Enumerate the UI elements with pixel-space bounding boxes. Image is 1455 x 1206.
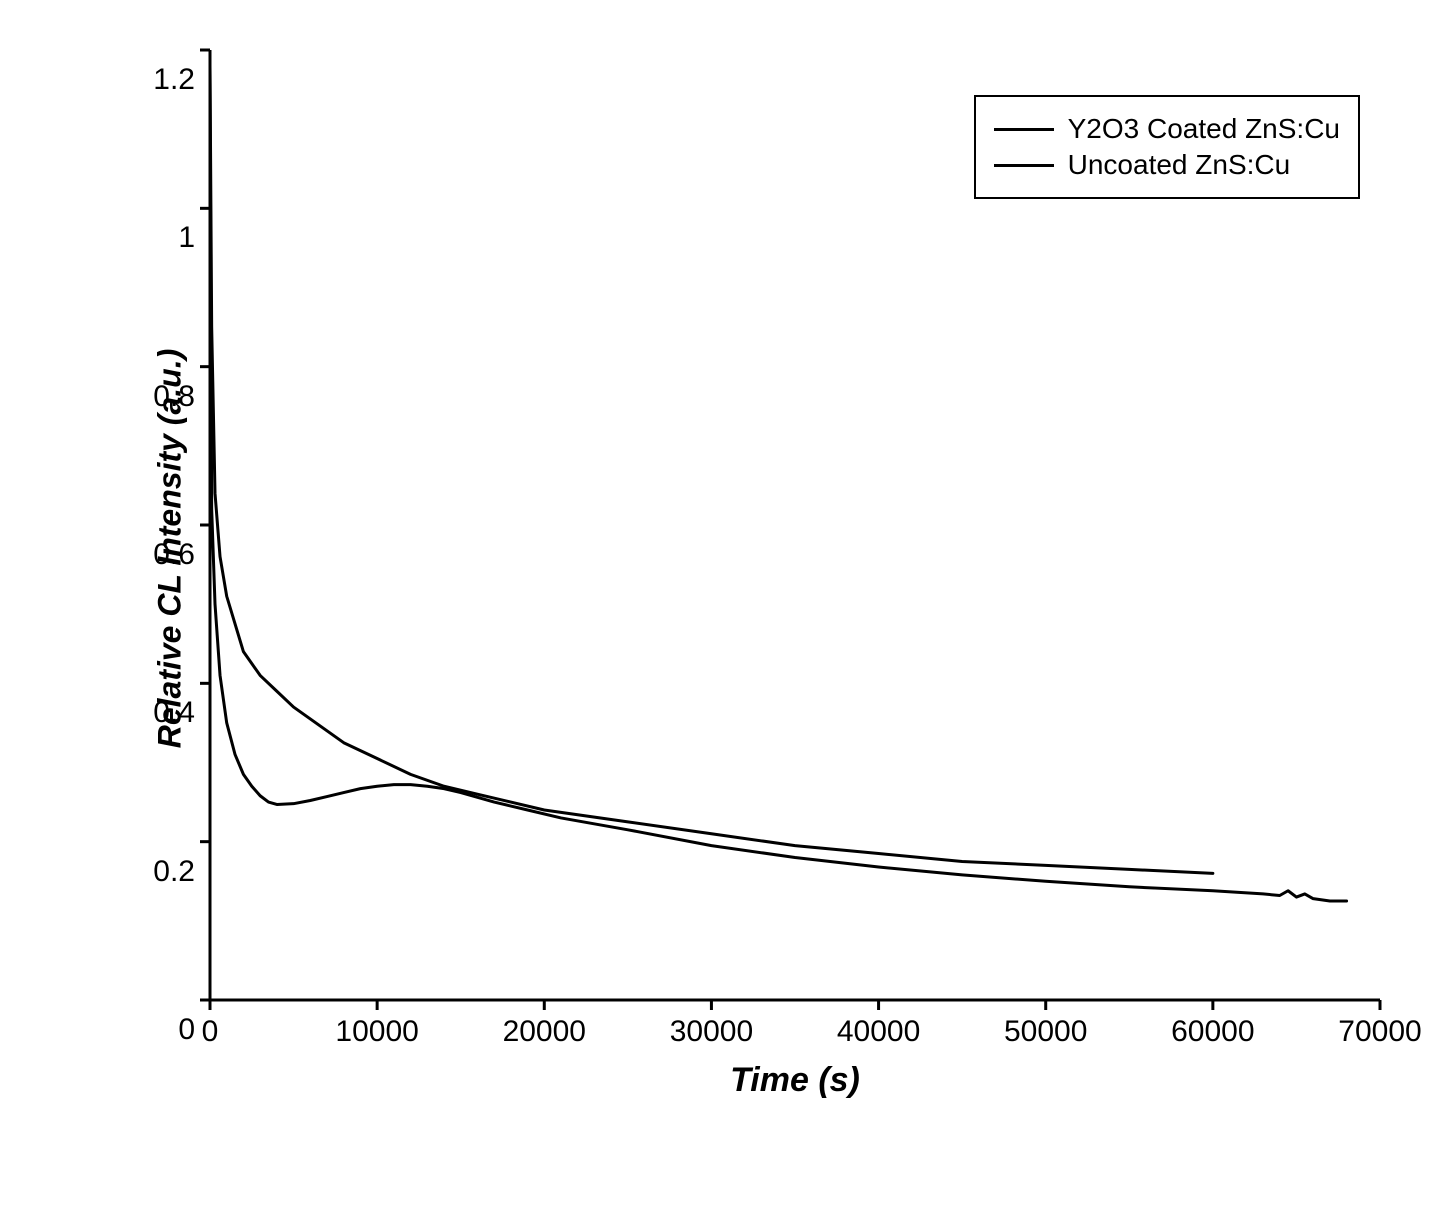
chart-container: Relative CL Intensity (a.u.) Time (s) Y2…	[60, 20, 1430, 1160]
y-tick-label: 1.2	[115, 63, 195, 97]
x-tick-label: 50000	[1004, 1015, 1087, 1049]
legend-label: Y2O3 Coated ZnS:Cu	[1068, 113, 1340, 145]
x-tick-label: 60000	[1171, 1015, 1254, 1049]
x-tick-label: 10000	[335, 1015, 418, 1049]
y-tick-label: 0.6	[115, 538, 195, 572]
y-tick-label: 1	[115, 221, 195, 255]
y-tick-label: 0.4	[115, 696, 195, 730]
x-axis-label: Time (s)	[730, 1061, 860, 1100]
x-tick-label: 30000	[670, 1015, 753, 1049]
y-tick-label: 0	[115, 1013, 195, 1047]
chart-legend: Y2O3 Coated ZnS:Cu Uncoated ZnS:Cu	[974, 95, 1360, 199]
x-tick-label: 40000	[837, 1015, 920, 1049]
legend-swatch	[994, 128, 1054, 131]
y-tick-label: 0.8	[115, 380, 195, 414]
legend-item: Uncoated ZnS:Cu	[994, 149, 1340, 181]
x-tick-label: 0	[202, 1015, 219, 1049]
legend-label: Uncoated ZnS:Cu	[1068, 149, 1291, 181]
x-tick-label: 20000	[503, 1015, 586, 1049]
plot-area: Relative CL Intensity (a.u.) Time (s) Y2…	[210, 50, 1380, 1000]
legend-swatch	[994, 164, 1054, 167]
y-tick-label: 0.2	[115, 855, 195, 889]
legend-item: Y2O3 Coated ZnS:Cu	[994, 113, 1340, 145]
x-tick-label: 70000	[1338, 1015, 1421, 1049]
